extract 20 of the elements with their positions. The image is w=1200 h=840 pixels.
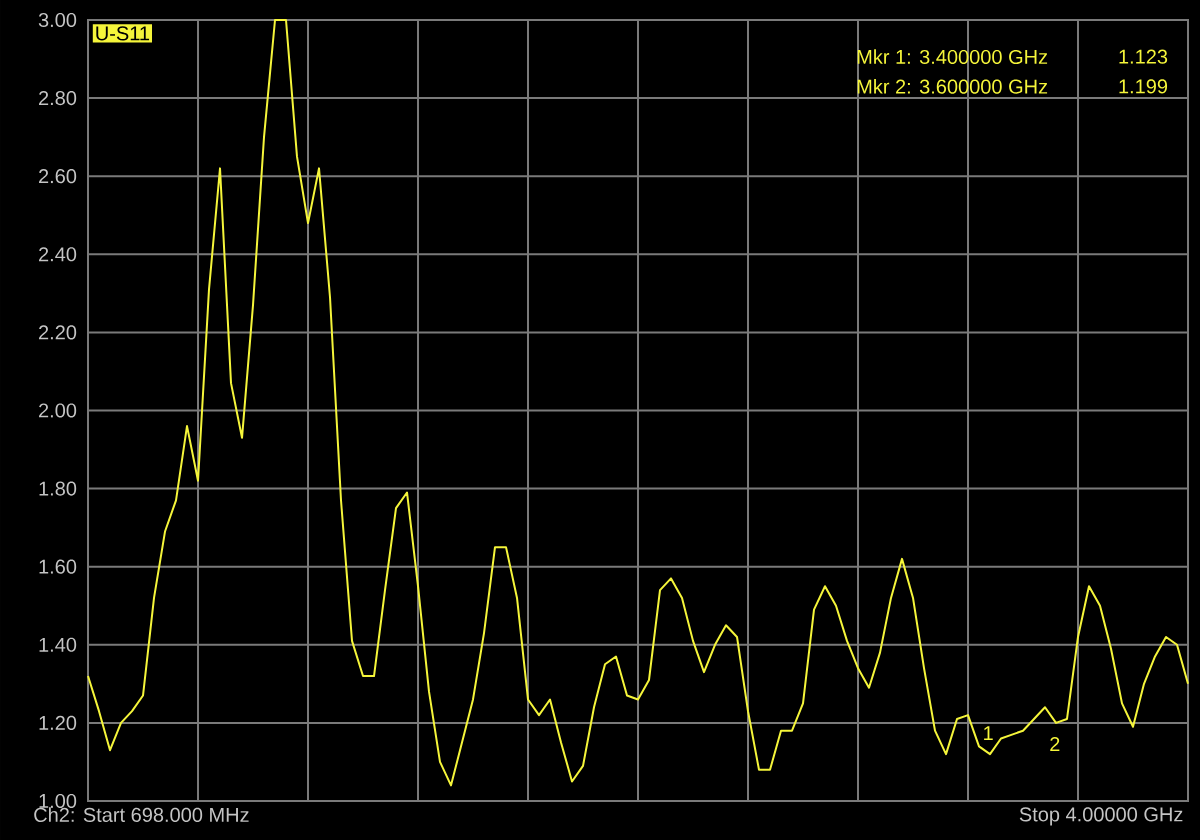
y-tick-label: 1.00	[39, 793, 77, 809]
annotation: 1	[984, 726, 993, 741]
y-tick-label: 1.80	[39, 481, 77, 496]
y-tick-label: 2.00	[39, 403, 77, 418]
chart-title: U-S11	[96, 26, 150, 41]
y-tick-label: 3.00	[38, 12, 77, 28]
y-tick-label: 2.80	[39, 91, 77, 106]
y-tick-label: 2.40	[39, 247, 77, 262]
y-tick-label: 1.20	[39, 715, 77, 730]
y-tick-label: 1.40	[39, 637, 77, 652]
annotation: Mkr 2: 3.600000 GHz	[857, 79, 1048, 94]
text: Ch2: Start 698.000 MHz	[34, 807, 249, 822]
annotation: 1.123	[1119, 49, 1168, 64]
y-tick-label: 2.20	[39, 325, 77, 340]
text: Stop 4.00000 GHz	[1019, 807, 1183, 826]
annotation: 2	[1050, 737, 1060, 751]
annotation: 1.199	[1119, 79, 1168, 94]
annotation: Mkr 1: 3.400000 GHz	[857, 49, 1048, 65]
y-tick-label: 2.60	[39, 169, 77, 184]
y-tick-label: 1.60	[39, 559, 77, 574]
